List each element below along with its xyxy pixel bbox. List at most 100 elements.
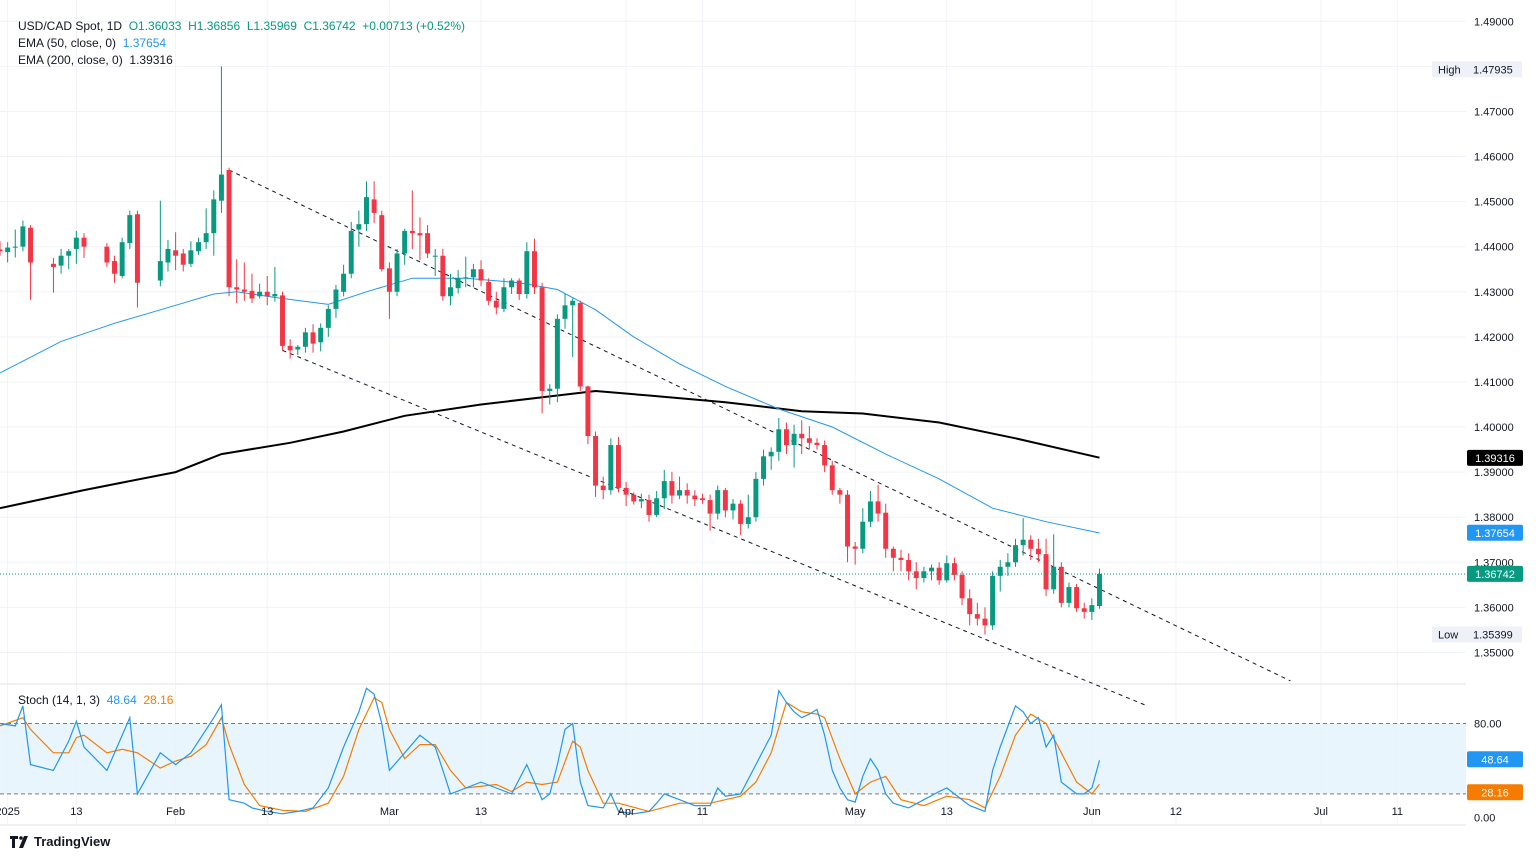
candle[interactable] (638, 493, 644, 509)
candle[interactable] (776, 418, 782, 461)
candle[interactable] (516, 278, 522, 300)
candle[interactable] (867, 491, 873, 528)
candle[interactable] (1074, 583, 1080, 612)
candle[interactable] (539, 282, 545, 414)
candle[interactable] (783, 422, 789, 455)
candle[interactable] (188, 241, 194, 267)
candle[interactable] (1089, 598, 1095, 620)
candle[interactable] (310, 324, 316, 353)
candle[interactable] (860, 508, 866, 554)
candle[interactable] (967, 589, 973, 626)
candle[interactable] (211, 190, 217, 256)
candle[interactable] (203, 208, 209, 249)
candle[interactable] (692, 490, 698, 506)
candle[interactable] (699, 493, 705, 504)
candle[interactable] (478, 260, 484, 287)
candle[interactable] (837, 487, 843, 504)
candle[interactable] (50, 257, 56, 293)
candle[interactable] (883, 503, 889, 558)
candle[interactable] (364, 181, 369, 231)
candle[interactable] (1066, 582, 1072, 608)
candle[interactable] (295, 344, 301, 355)
candle[interactable] (264, 275, 270, 306)
candle[interactable] (272, 266, 278, 302)
candle[interactable] (455, 270, 461, 294)
candle[interactable] (761, 449, 767, 486)
candle[interactable] (287, 339, 293, 359)
candle[interactable] (982, 607, 988, 635)
candle[interactable] (28, 225, 34, 300)
candle[interactable] (402, 228, 408, 265)
candle[interactable] (661, 469, 667, 510)
candle[interactable] (257, 283, 263, 299)
candle[interactable] (493, 291, 499, 315)
candle[interactable] (386, 262, 392, 319)
candle[interactable] (646, 494, 652, 522)
candle[interactable] (234, 259, 240, 304)
candle[interactable] (951, 557, 957, 581)
candle[interactable] (333, 285, 339, 318)
candle[interactable] (1005, 553, 1011, 576)
candle[interactable] (593, 431, 599, 497)
candle[interactable] (509, 278, 515, 295)
candle[interactable] (677, 476, 683, 500)
candle[interactable] (1035, 538, 1041, 563)
candles[interactable] (0, 66, 1102, 635)
candle[interactable] (486, 278, 492, 306)
candle[interactable] (608, 438, 614, 495)
candle[interactable] (600, 476, 606, 500)
candle[interactable] (814, 438, 820, 450)
tradingview-logo[interactable]: TradingView (10, 834, 110, 849)
candle[interactable] (356, 210, 362, 247)
time-axis[interactable]: 2025 13 Feb 13 Mar 13 Apr 11 May 13 Jun 12 Jul 11 (0, 806, 1403, 818)
candle[interactable] (738, 500, 744, 536)
candle[interactable] (417, 217, 423, 261)
candle[interactable] (806, 426, 812, 450)
stoch-axis[interactable]: 80.00 0.00 (1474, 719, 1502, 825)
candle[interactable] (944, 555, 950, 583)
candle[interactable] (791, 424, 797, 468)
symbol-label[interactable]: USD/CAD Spot, 1D (18, 19, 123, 33)
candle[interactable] (730, 499, 736, 520)
candle[interactable] (997, 560, 1003, 592)
candle[interactable] (325, 305, 331, 337)
candle[interactable] (0, 241, 3, 256)
candle[interactable] (531, 238, 537, 295)
candle[interactable] (562, 294, 568, 329)
candle[interactable] (165, 239, 171, 272)
candle[interactable] (112, 255, 118, 283)
candle[interactable] (745, 494, 751, 529)
candle[interactable] (875, 484, 881, 522)
candle[interactable] (799, 420, 805, 455)
candle[interactable] (1097, 568, 1102, 609)
candle[interactable] (409, 190, 415, 249)
candle[interactable] (1043, 538, 1049, 597)
ema200-legend[interactable]: EMA (200, close, 0) 1.39316 (18, 52, 173, 68)
candle[interactable] (1081, 602, 1087, 619)
candle[interactable] (157, 200, 163, 287)
candle[interactable] (218, 66, 224, 213)
candle[interactable] (524, 242, 530, 299)
candle[interactable] (707, 494, 713, 531)
candle[interactable] (371, 181, 377, 224)
candle[interactable] (425, 225, 431, 258)
candle[interactable] (547, 384, 553, 405)
candle[interactable] (585, 385, 591, 445)
candle[interactable] (974, 602, 980, 626)
candle[interactable] (890, 546, 896, 572)
candle[interactable] (81, 233, 87, 258)
candle[interactable] (898, 549, 904, 572)
candle[interactable] (20, 220, 26, 252)
candle[interactable] (379, 210, 385, 272)
candle[interactable] (394, 248, 400, 297)
candle[interactable] (318, 323, 324, 352)
candle[interactable] (180, 248, 186, 272)
price-axis[interactable]: 1.490001.480001.470001.460001.450001.440… (1474, 16, 1514, 659)
candle[interactable] (753, 472, 759, 522)
candle[interactable] (348, 221, 354, 279)
candle[interactable] (1013, 538, 1018, 567)
candle[interactable] (684, 483, 690, 504)
candle[interactable] (715, 485, 721, 520)
candle[interactable] (66, 248, 72, 270)
